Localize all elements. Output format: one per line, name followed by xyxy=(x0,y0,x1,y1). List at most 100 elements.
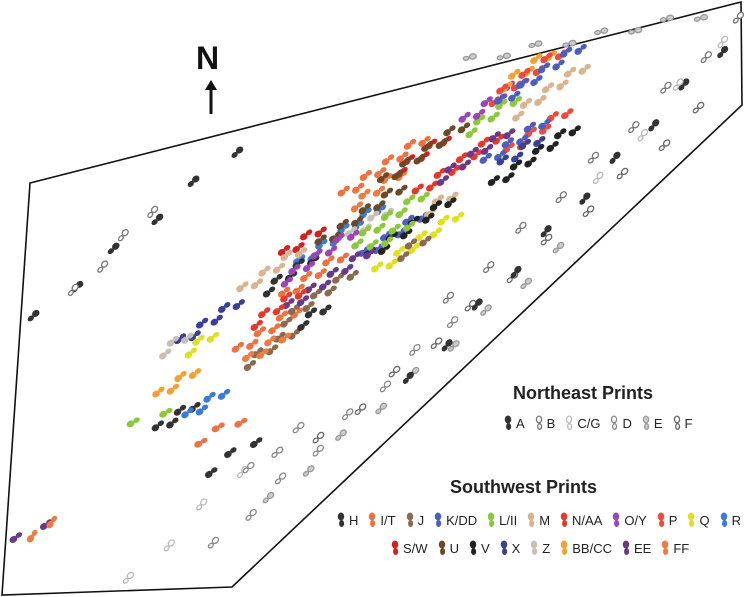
legend-item: I/T xyxy=(367,511,396,529)
footprint xyxy=(375,402,388,415)
legend-label: K/DD xyxy=(446,512,478,528)
footprint xyxy=(358,225,372,237)
footprint xyxy=(188,368,202,380)
footprint xyxy=(107,242,120,255)
footprint xyxy=(515,221,527,234)
footprint xyxy=(395,184,408,196)
north-label: N xyxy=(196,40,220,76)
footprint xyxy=(277,286,291,298)
footprint-icon xyxy=(369,512,376,527)
footprint xyxy=(358,188,371,200)
footprint xyxy=(413,153,426,165)
footprint xyxy=(292,421,305,434)
footprint xyxy=(556,79,569,91)
footprint xyxy=(151,213,164,226)
footprint xyxy=(660,81,672,94)
footprint xyxy=(243,360,257,371)
footprint xyxy=(436,175,450,187)
footprint xyxy=(332,232,345,244)
footprint xyxy=(187,175,200,187)
footprint xyxy=(480,143,494,155)
footprint-icon xyxy=(688,512,695,527)
footprint xyxy=(194,437,208,448)
footprint xyxy=(314,226,327,238)
footprint xyxy=(324,245,338,257)
footprint xyxy=(354,403,367,416)
footprint xyxy=(250,319,263,331)
northeast-legend: A B C/G D E F xyxy=(503,414,701,432)
legend-item: N/AA xyxy=(559,511,602,529)
footprint-icon xyxy=(613,512,620,527)
footprint xyxy=(444,162,457,174)
footprint xyxy=(422,212,435,224)
footprint-icon xyxy=(500,540,507,555)
legend-item: Q xyxy=(686,511,710,529)
footprint xyxy=(250,278,264,290)
footprint xyxy=(574,43,587,55)
footprint xyxy=(314,234,327,246)
footprint xyxy=(487,111,500,123)
footprint xyxy=(503,128,516,140)
footprint xyxy=(534,95,547,106)
legend-item: BB/CC xyxy=(559,539,612,557)
footprint xyxy=(419,235,432,247)
footprint-icon xyxy=(622,540,630,555)
footprint-icon xyxy=(642,415,650,430)
southwest-legend-row-1: H I/T J K/DD L/II M N/AA O/Y P Q R xyxy=(336,511,748,529)
footprint xyxy=(117,229,129,242)
footprint-icon xyxy=(406,512,413,527)
footprint xyxy=(262,491,275,504)
legend-item: E xyxy=(641,414,663,432)
footprint-icon xyxy=(391,540,399,555)
footprint xyxy=(312,431,325,444)
footprint xyxy=(181,332,194,344)
footprint xyxy=(563,66,577,78)
footprint xyxy=(700,51,713,64)
footprint xyxy=(351,215,364,227)
footprint xyxy=(192,334,205,346)
legend-label: C/G xyxy=(577,415,601,431)
legend-label: U xyxy=(449,540,459,556)
legend-item: D xyxy=(609,414,632,432)
footprint xyxy=(466,146,479,158)
footprint xyxy=(531,143,545,155)
footprint xyxy=(319,304,332,316)
footprint xyxy=(302,465,315,477)
legend-label: Q xyxy=(699,512,710,528)
footprint xyxy=(403,220,416,232)
legend-label: R xyxy=(731,512,741,528)
footprint xyxy=(371,261,384,273)
footprint xyxy=(508,68,521,80)
legend-item: K/DD xyxy=(433,511,477,529)
footprint xyxy=(515,78,529,89)
legend-label: I/T xyxy=(380,512,396,528)
footprint xyxy=(411,183,424,195)
footprint xyxy=(363,248,376,260)
footprint xyxy=(231,341,244,353)
footprint xyxy=(26,529,38,543)
footprint-icon xyxy=(662,540,669,555)
footprint xyxy=(479,152,492,164)
legend-item: F xyxy=(672,414,692,432)
footprint xyxy=(528,40,543,49)
footprint xyxy=(314,268,327,280)
footprint xyxy=(418,135,431,147)
footprint-icon xyxy=(673,415,680,430)
footprint xyxy=(409,343,421,356)
footprint xyxy=(181,407,194,419)
footprint xyxy=(232,299,245,311)
footprint xyxy=(166,335,179,347)
footprint xyxy=(312,444,325,457)
footprint xyxy=(568,125,581,137)
footprint xyxy=(496,83,509,95)
legend-label: N/AA xyxy=(572,512,603,528)
footprint xyxy=(159,348,172,360)
footprint xyxy=(195,317,209,329)
legend-item: Z xyxy=(529,539,550,557)
footprint-icon xyxy=(657,512,665,527)
footprint xyxy=(512,110,525,122)
footprint xyxy=(555,191,568,204)
footprint xyxy=(280,250,293,261)
footprint xyxy=(264,335,277,347)
footprint xyxy=(366,239,379,251)
